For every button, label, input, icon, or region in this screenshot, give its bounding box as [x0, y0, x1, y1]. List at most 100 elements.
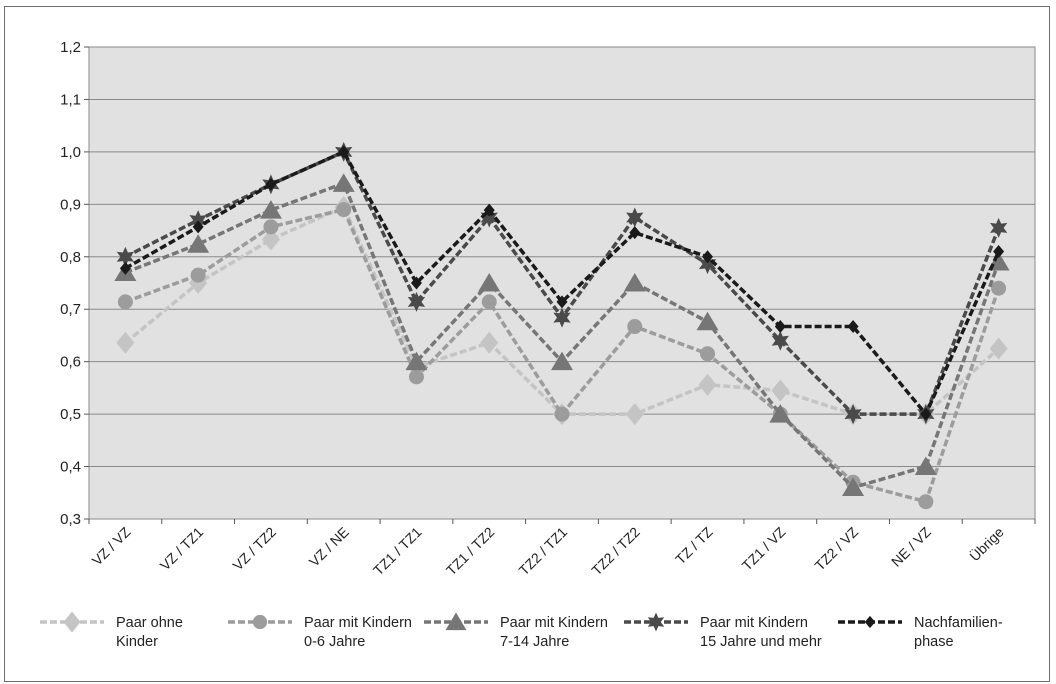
- series-point: [117, 294, 133, 310]
- series-point: [993, 245, 1005, 259]
- series-point: [187, 234, 210, 253]
- legend-item: Paar mit Kindern 15 Jahre und mehr: [624, 612, 822, 650]
- series-point: [263, 219, 279, 235]
- legend-label: Nachfamilien-: [914, 615, 1003, 631]
- series-point: [265, 177, 277, 191]
- gridlines: [89, 46, 1035, 520]
- x-tick-label: TZ2 / VZ: [811, 523, 861, 573]
- series-point: [698, 373, 717, 396]
- legend: Paar ohne Kinder Paar mit Kindern 0-6 Jahre…: [40, 611, 1003, 650]
- legend-label: Paar mit Kindern: [700, 615, 808, 631]
- series-point: [481, 294, 497, 310]
- y-tick-label: 0,6: [60, 354, 81, 371]
- series: [119, 145, 1005, 421]
- x-tick-label: NE / VZ: [888, 523, 934, 569]
- series-point: [774, 320, 786, 334]
- series-point: [480, 331, 499, 354]
- series-point: [556, 295, 568, 309]
- series-point: [698, 254, 717, 275]
- legend-item: Paar ohne Kinder: [40, 611, 183, 650]
- legend-label: phase: [914, 634, 954, 650]
- series-point: [483, 203, 495, 217]
- series-point: [626, 207, 644, 228]
- x-tick-label: TZ / TZ: [672, 523, 716, 567]
- series-point: [407, 291, 426, 312]
- series-point: [842, 477, 865, 497]
- series-point: [408, 369, 424, 385]
- series-point: [190, 267, 206, 283]
- series-point: [864, 615, 876, 629]
- series-point: [769, 404, 792, 423]
- series-point: [914, 456, 937, 476]
- y-tick-label: 0,9: [60, 196, 81, 213]
- series-point: [478, 273, 501, 292]
- legend-label: 7-14 Jahre: [500, 634, 569, 650]
- series-point: [116, 331, 135, 354]
- series-point: [554, 406, 570, 422]
- x-tick-label: Übrige: [966, 523, 1007, 564]
- legend-item: Paar mit Kindern 0-6 Jahre: [228, 614, 412, 650]
- legend-label: Paar mit Kindern: [304, 615, 412, 631]
- series-point: [480, 207, 498, 228]
- series-point: [989, 337, 1008, 360]
- y-tick-label: 1,2: [60, 39, 81, 56]
- x-tick-label: TZ2 / TZ1: [516, 524, 571, 579]
- series-point: [192, 220, 204, 234]
- legend-label: Kinder: [116, 634, 158, 650]
- series-point: [847, 320, 859, 334]
- y-tick-label: 0,5: [60, 406, 81, 423]
- series-point: [261, 228, 280, 251]
- series-point: [989, 217, 1008, 238]
- series-point: [920, 407, 932, 421]
- series-point: [771, 330, 789, 351]
- y-tick-label: 0,7: [60, 301, 81, 318]
- series-point: [696, 311, 719, 331]
- legend-label: Paar mit Kindern: [500, 615, 608, 631]
- series-point: [119, 261, 131, 275]
- series-point: [189, 210, 207, 231]
- series-lines: [114, 141, 1010, 510]
- x-tick-label: VZ / TZ2: [229, 524, 279, 574]
- series-point: [252, 614, 268, 630]
- series-point: [700, 346, 716, 362]
- series-point: [445, 612, 467, 631]
- y-tick-label: 1,1: [60, 91, 81, 108]
- x-tick-label: TZ1 / TZ2: [443, 524, 498, 579]
- series-point: [629, 226, 641, 240]
- series-point: [332, 173, 355, 192]
- x-tick-label: VZ / VZ: [89, 523, 134, 568]
- series-point: [63, 611, 81, 633]
- y-tick-label: 0,3: [60, 511, 81, 528]
- y-tick-label: 0,4: [60, 459, 81, 476]
- series-point: [647, 612, 665, 632]
- series-point: [771, 379, 790, 402]
- series-point: [338, 145, 350, 159]
- series-point: [336, 202, 352, 218]
- series-point: [991, 280, 1007, 296]
- series-point: [623, 273, 646, 292]
- series-point: [410, 276, 422, 290]
- series-point: [844, 404, 862, 425]
- series-point: [553, 307, 571, 328]
- series-point: [627, 319, 643, 335]
- series-point: [702, 250, 714, 264]
- x-tick-label: TZ2 / TZ2: [588, 524, 643, 579]
- y-axis-ticks: 0,3 0,4 0,5 0,6 0,7 0,8 0,9 1,0 1,1 1,2: [60, 39, 89, 528]
- y-tick-label: 1,0: [60, 144, 81, 161]
- plot-area: [88, 46, 1036, 520]
- x-tick-label: VZ / TZ1: [157, 524, 207, 574]
- series-point: [259, 200, 282, 219]
- series-point: [116, 246, 135, 267]
- legend-label: 0-6 Jahre: [304, 634, 365, 650]
- series-point: [625, 403, 644, 426]
- series-point: [918, 494, 934, 510]
- x-axis-ticks: VZ / VZ VZ / TZ1 VZ / TZ2 VZ / NE TZ1 / TZ1 T…: [88, 519, 1036, 579]
- legend-item: Nachfamilien-phase: [838, 615, 1003, 650]
- y-tick-label: 0,8: [60, 249, 81, 266]
- series-point: [551, 351, 573, 371]
- x-tick-label: TZ1 / VZ: [739, 523, 789, 573]
- legend-label: Paar ohne: [116, 615, 183, 631]
- legend-label: 15 Jahre und mehr: [700, 634, 822, 650]
- x-tick-label: VZ / NE: [306, 524, 352, 570]
